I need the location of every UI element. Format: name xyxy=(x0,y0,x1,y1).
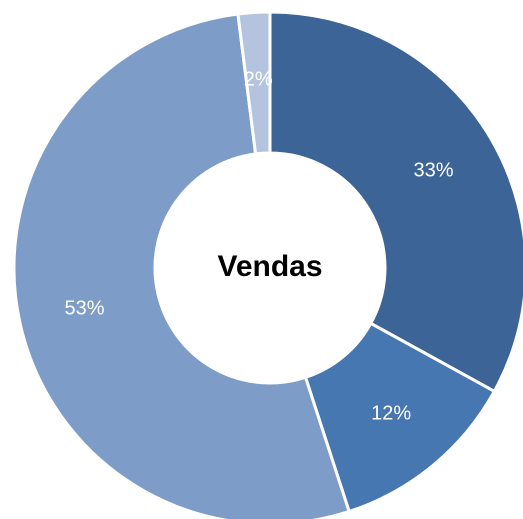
slice xyxy=(236,10,272,156)
slice xyxy=(268,10,523,394)
chart-title: Vendas xyxy=(217,250,322,283)
slices xyxy=(12,10,523,519)
slice xyxy=(12,12,351,519)
value-label: 53% xyxy=(65,298,105,320)
slice xyxy=(303,321,497,514)
value-label: 12% xyxy=(371,403,411,425)
value-label: 2% xyxy=(244,69,273,91)
value-label: 33% xyxy=(414,160,454,182)
